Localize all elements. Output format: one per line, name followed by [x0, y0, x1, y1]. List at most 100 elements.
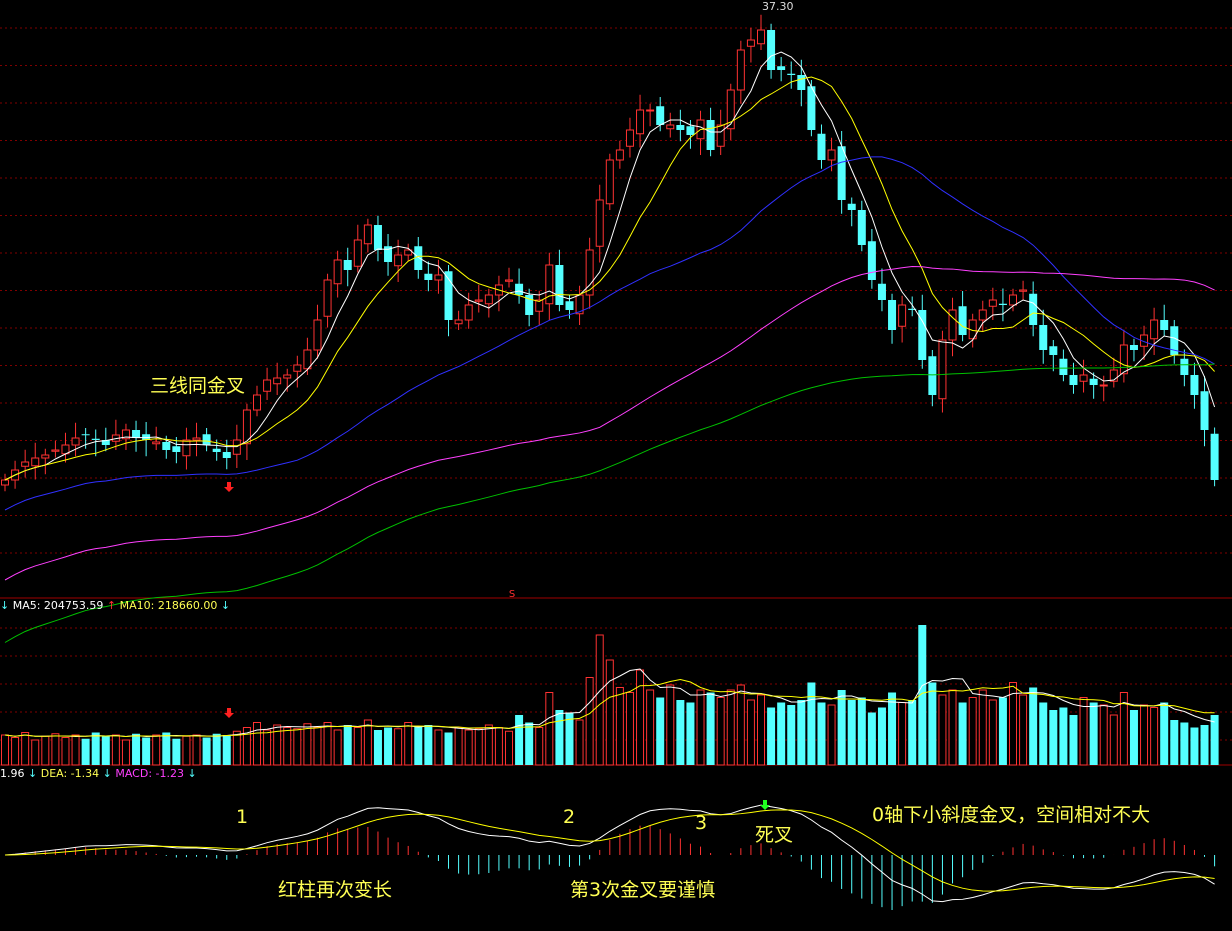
volume-bar — [837, 690, 846, 765]
candle — [1, 479, 9, 486]
volume-bar — [827, 704, 836, 766]
candle — [363, 224, 372, 245]
volume-header: ↓ MA5: 204753.59 ↑ MA10: 218660.00 ↓ — [0, 599, 230, 612]
volume-bar — [132, 733, 141, 765]
candle — [81, 434, 90, 436]
volume-bar — [384, 727, 393, 765]
candle — [232, 439, 241, 455]
volume-bar — [343, 725, 352, 765]
candle — [263, 379, 272, 392]
volume-bar — [474, 728, 483, 766]
volume-bar — [585, 677, 594, 766]
volume-bar — [918, 625, 927, 765]
volume-bar — [857, 697, 866, 765]
candle — [1200, 391, 1209, 430]
candle — [787, 73, 796, 75]
volume-bar — [666, 684, 675, 766]
volume-bar — [968, 697, 977, 766]
candle — [1129, 345, 1138, 350]
candle — [1019, 289, 1028, 292]
volume-ma10-label: MA10: 218660.00 — [119, 599, 218, 612]
volume-bar — [676, 700, 685, 765]
dif-line — [4, 804, 1215, 903]
volume-ma5-label: MA5: 204753.59 — [12, 599, 104, 612]
volume-bar — [625, 692, 634, 766]
volume-bar — [263, 729, 272, 766]
volume-bar — [283, 727, 292, 766]
volume-bar — [71, 734, 80, 766]
candle — [1089, 378, 1098, 385]
annotation-three-lines: 三线同金叉 — [150, 375, 246, 397]
candle — [91, 438, 100, 440]
candle — [988, 299, 997, 307]
volume-bar — [142, 737, 151, 765]
volume-bar — [545, 692, 554, 766]
volume-bar — [454, 727, 463, 766]
marker-icon: S — [509, 589, 515, 600]
candle — [394, 254, 403, 267]
volume-bar — [908, 700, 917, 765]
volume-bar — [1039, 702, 1048, 765]
candle — [464, 304, 473, 321]
volume-bar — [444, 732, 453, 765]
volume-bar — [404, 722, 413, 766]
volume-bar — [303, 723, 312, 766]
volume-bar — [242, 727, 251, 766]
volume-bar — [464, 729, 473, 766]
volume-bar — [746, 699, 755, 766]
volume-bar — [928, 682, 937, 765]
volume-bar — [706, 692, 715, 765]
volume-bar — [323, 722, 332, 766]
ma-line-120 — [4, 363, 1215, 643]
volume-bar — [636, 669, 645, 766]
candle — [555, 265, 564, 305]
volume-bar — [515, 715, 524, 765]
sell-arrow-icon — [760, 800, 770, 810]
candle — [1190, 375, 1199, 395]
volume-bar — [696, 689, 705, 766]
candle — [746, 39, 755, 47]
candle — [908, 308, 917, 310]
volume-bar — [162, 732, 171, 765]
volume-bar — [1049, 710, 1058, 765]
volume-bar — [373, 730, 382, 765]
volume-bar — [61, 737, 70, 766]
candle — [424, 273, 433, 280]
candle — [101, 440, 110, 445]
ma-line-30 — [4, 156, 1215, 511]
volume-bar — [787, 705, 796, 765]
candle — [293, 364, 302, 372]
volume-bar — [1140, 704, 1149, 766]
volume-bar — [1089, 702, 1098, 765]
volume-bar — [575, 719, 584, 766]
volume-bar — [414, 726, 423, 765]
candle — [636, 109, 645, 135]
volume-bar — [1059, 707, 1068, 765]
dif-label: 1.96 — [0, 767, 25, 780]
volume-bar — [232, 730, 241, 766]
candle — [585, 249, 594, 296]
candle — [384, 246, 393, 262]
volume-bar — [726, 689, 735, 766]
volume-bar — [716, 697, 725, 766]
candle — [373, 225, 382, 250]
volume-bar — [21, 732, 30, 766]
candle — [1170, 326, 1179, 355]
candle — [1160, 320, 1169, 330]
volume-bar — [1210, 715, 1219, 765]
candle — [152, 441, 161, 445]
candle — [767, 30, 776, 70]
macd-label: MACD: -1.23 — [115, 767, 184, 780]
volume-bar — [1079, 697, 1088, 766]
volume-bar — [988, 699, 997, 766]
candle — [1059, 358, 1068, 375]
annotation-third-cross: 第3次金叉要谨慎 — [570, 879, 716, 901]
volume-bar — [1170, 720, 1179, 765]
candle — [202, 434, 211, 445]
candle — [31, 457, 40, 467]
candle — [615, 149, 624, 161]
dea-label: DEA: -1.34 — [40, 767, 100, 780]
annotation-2: 2 — [563, 806, 576, 828]
volume-bar — [51, 733, 60, 766]
volume-bar — [333, 729, 342, 766]
